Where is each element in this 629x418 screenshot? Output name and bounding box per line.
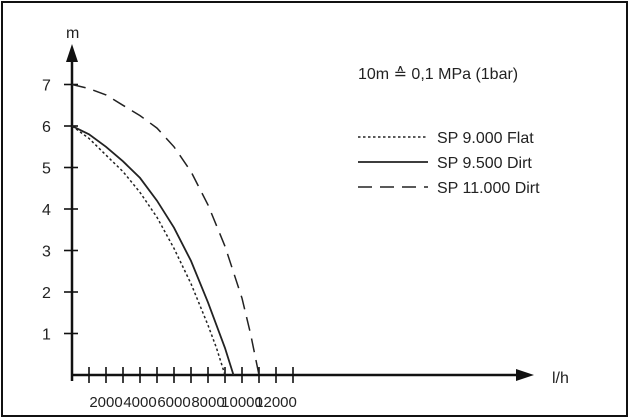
y-tick-label: 7 [42,78,51,95]
x-tick-label: 10000 [221,394,263,411]
x-tick-label: 2000 [89,394,122,411]
series-layer [71,83,260,376]
y-tick-label: 5 [42,161,51,178]
y-tick-label: 1 [42,327,51,344]
y-tick-label: 6 [42,119,51,136]
x-tick-label: 4000 [123,394,156,411]
y-axis-label: m [66,25,79,42]
x-tick-label: 6000 [157,394,190,411]
x-axis-label: l/h [552,370,569,387]
y-ticks: 1 2 3 4 5 6 7 [42,78,78,344]
series-line-2 [71,125,235,376]
legend-label: SP 9.000 Flat [437,130,534,147]
y-tick-label: 4 [42,202,51,219]
y-tick-label: 2 [42,285,51,302]
x-axis-arrow [516,369,534,381]
y-tick-label: 3 [42,244,51,261]
legend-label: SP 9.500 Dirt [437,155,532,172]
y-axis-arrow [66,44,78,62]
series-line-1 [71,125,226,376]
x-tick-label: 12000 [255,394,297,411]
legend: SP 9.000 Flat SP 9.500 Dirt SP 11.000 Dirt [358,130,540,197]
annotation-text: 10m ≙ 0,1 MPa (1bar) [358,66,518,83]
x-tick-label: 8000 [191,394,224,411]
series-line-3 [71,83,260,376]
legend-label: SP 11.000 Dirt [437,180,540,197]
